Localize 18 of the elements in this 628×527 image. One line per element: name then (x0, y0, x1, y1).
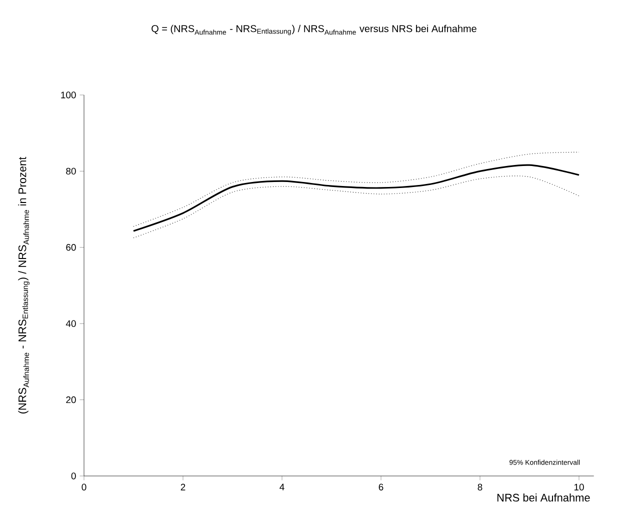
y-tick-label: 40 (66, 320, 76, 327)
chart-title: $\text{Q = (NRS}_{\text{Aufnahme}}\text{ - NRS}_{\text{Entlassung}}\text{) / NRS}_{\text{Aufnahme}}\text{ versus NRS bei Aufnahme}$ (152, 24, 476, 36)
x-tick-label: 8 (478, 484, 482, 490)
y-tick-label: 60 (66, 244, 76, 251)
line-series (133, 176, 580, 238)
x-tick-label: 0 (82, 484, 86, 490)
x-tick-label: 6 (378, 484, 384, 490)
y-tick-label: 80 (66, 168, 76, 175)
y-tick-label: 0 (71, 472, 76, 480)
line-series (133, 152, 580, 227)
y-tick-label: 100 (61, 92, 76, 98)
x-axis-title: NRS bei Aufnahme (497, 494, 590, 502)
x-tick-label: 4 (280, 484, 284, 490)
y-tick-label: 20 (66, 396, 76, 404)
x-tick-label: 2 (180, 484, 186, 490)
x-tick-label: 10 (574, 484, 584, 490)
y-axis-title: $\text{(NRS}_{\text{Aufnahme}}\text{ - NRS}_{\text{Entlassung}}\text{) / NRS}_{\text{Aufnahme}}\text{ in Prozent}$ (18, 156, 30, 414)
line-series (132, 164, 580, 232)
